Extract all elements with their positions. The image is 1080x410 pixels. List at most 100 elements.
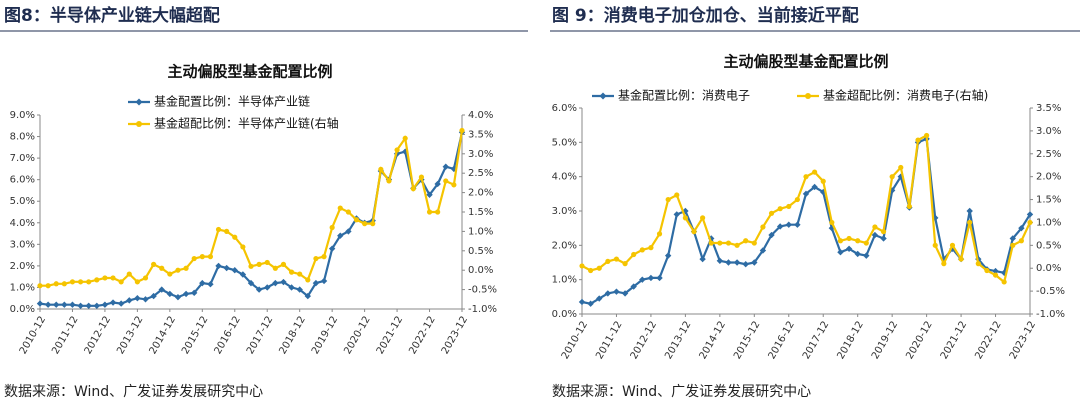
y-tick-label: 3.0%: [10, 239, 35, 250]
x-tick-label: 2021-12: [939, 320, 969, 362]
y2-tick-label: -1.0%: [468, 304, 497, 315]
y-tick-label: 2.0%: [552, 240, 577, 251]
y2-tick-label: -0.5%: [468, 285, 497, 296]
point: [966, 207, 973, 215]
point: [77, 302, 84, 309]
point: [69, 301, 76, 308]
point: [898, 164, 904, 171]
point: [665, 196, 671, 203]
point: [53, 301, 60, 308]
point: [871, 231, 879, 239]
point: [182, 290, 190, 298]
point: [1018, 224, 1025, 232]
point: [759, 247, 767, 254]
x-tick-label: 2016-12: [767, 320, 797, 362]
point: [231, 267, 238, 274]
x-tick-label: 2020-12: [904, 320, 934, 362]
point: [313, 255, 319, 262]
point: [101, 301, 109, 308]
x-tick-label: 2012-12: [83, 315, 113, 357]
point: [794, 196, 800, 203]
point: [36, 300, 44, 307]
legend-label: 基金超配比例：消费电子(右轴): [823, 88, 988, 103]
point: [820, 188, 827, 196]
legend-label: 基金配置比例：半导体产业链: [154, 94, 310, 109]
x-tick-label: 2016-12: [213, 315, 243, 357]
x-tick-label: 2015-12: [732, 320, 762, 362]
point: [1027, 219, 1033, 226]
point: [691, 229, 697, 235]
point: [166, 290, 174, 298]
point: [733, 259, 741, 266]
point: [812, 169, 818, 175]
legend-marker: [135, 98, 143, 106]
y-tick-label: 0.0%: [552, 309, 577, 320]
point: [288, 284, 295, 291]
x-tick-label: 2014-12: [148, 315, 178, 357]
point: [967, 219, 973, 226]
point: [240, 244, 246, 250]
point: [418, 174, 425, 180]
point: [924, 132, 930, 139]
point: [191, 255, 197, 262]
point: [434, 180, 441, 188]
point: [264, 259, 270, 266]
point: [708, 240, 714, 246]
point: [239, 271, 247, 278]
point: [863, 240, 869, 246]
y2-tick-label: 3.0%: [1036, 126, 1061, 137]
y-tick-label: 6.0%: [10, 175, 35, 186]
y2-tick-label: 1.0%: [1036, 217, 1061, 228]
x-tick-label: 2022-12: [973, 320, 1003, 362]
point: [353, 217, 360, 223]
point: [751, 240, 757, 246]
point: [207, 281, 214, 288]
x-tick-label: 2022-12: [407, 315, 437, 357]
point: [402, 135, 408, 141]
point: [811, 183, 818, 191]
point: [880, 235, 887, 242]
point: [53, 281, 59, 287]
point: [142, 296, 149, 303]
point: [215, 226, 222, 233]
point: [190, 289, 198, 297]
point: [751, 259, 758, 266]
point: [578, 298, 586, 306]
point: [820, 178, 826, 184]
point: [199, 279, 206, 287]
x-tick-label: 2013-12: [115, 315, 145, 357]
point: [803, 174, 809, 180]
point: [906, 203, 912, 210]
point: [69, 279, 76, 285]
point: [126, 271, 132, 277]
point: [280, 278, 287, 286]
point: [247, 279, 255, 287]
x-tick-label: 2010-12: [18, 315, 48, 357]
point: [854, 250, 861, 258]
y-tick-label: 6.0%: [552, 103, 577, 114]
point: [664, 252, 672, 259]
y-tick-label: 4.0%: [552, 172, 577, 183]
point: [394, 147, 400, 153]
point: [786, 203, 792, 210]
point: [126, 297, 133, 304]
point: [77, 279, 84, 285]
y-tick-label: 7.0%: [10, 153, 35, 164]
point: [855, 238, 861, 244]
point: [889, 174, 895, 180]
legend-label: 基金超配比例：半导体产业链(右轴: [154, 116, 339, 131]
x-tick-label: 2023-12: [1008, 320, 1038, 362]
point: [232, 234, 238, 240]
point: [863, 252, 870, 259]
y2-tick-label: 1.0%: [468, 226, 493, 237]
point: [682, 207, 689, 215]
point: [337, 205, 343, 211]
x-tick-label: 2015-12: [180, 315, 210, 357]
point: [134, 295, 141, 302]
x-tick-label: 2019-12: [310, 315, 340, 357]
point: [158, 286, 165, 293]
point: [588, 267, 594, 274]
point: [272, 265, 278, 271]
point: [699, 255, 706, 263]
point: [118, 279, 124, 285]
